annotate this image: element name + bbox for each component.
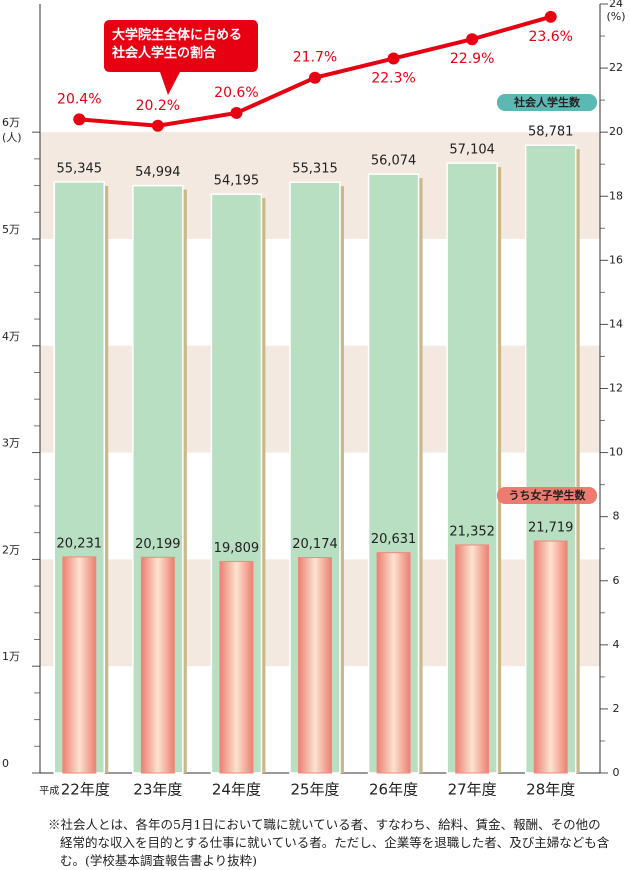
bar [62,556,97,774]
y-tick-label: 3万 [2,437,20,450]
bar [298,557,332,774]
value-label: 20,631 [371,532,417,547]
line-marker [151,119,164,132]
legend-tag [497,94,597,111]
x-tick-label: 22年度 [61,781,110,799]
y2-tick-label: 20 [609,125,623,138]
y2-tick-label: 14 [609,317,623,330]
x-era: 平成 [39,785,59,797]
x-tick-label: 26年度 [369,781,418,799]
value-label: 19,809 [214,541,260,556]
bar [533,540,568,774]
value-label: 20,231 [57,536,103,551]
x-tick-label: 27年度 [448,781,497,799]
value-label: 20.6% [214,85,258,101]
bar [140,556,175,774]
y2-tick-label: 18 [609,189,623,202]
legend-tag [497,487,597,504]
line-marker [466,33,479,46]
y2-tick-label: 22 [609,61,623,74]
bar [219,560,254,774]
y2-tick-label: 8 [613,510,620,523]
value-label: 20,174 [292,537,338,552]
y-tick-label: 5万 [2,223,20,236]
value-label: 21.7% [293,50,337,66]
y2-tick-label: 4 [613,638,620,651]
y2-tick-label: 6 [613,574,620,587]
value-label: 58,781 [528,125,574,140]
value-label: 54,994 [135,165,181,180]
y-tick-label: 2万 [2,543,20,556]
value-label: 22.3% [371,70,415,86]
value-label: 57,104 [449,143,495,158]
value-label: 54,195 [214,174,260,189]
x-tick-label: 28年度 [526,781,575,799]
footnote: ※社会人とは、各年の5月1日において職に就いている者、すなわち、給料、賃金、報酬… [48,817,610,868]
bar [376,552,411,774]
value-label: 20.2% [136,98,180,114]
x-tick-label: 24年度 [212,781,261,799]
x-tick-label: 23年度 [133,781,182,799]
chart: 01万2万3万4万5万6万(人)024681012141618202224(%)… [2,0,626,799]
y-tick-label: 1万 [2,650,20,663]
y-tick-label: 6万 [2,116,20,129]
y-unit: (人) [2,131,22,144]
line-marker [73,113,86,126]
value-label: 55,315 [292,162,338,177]
y2-unit: (%) [606,10,625,23]
value-label: 21,719 [528,521,574,536]
value-label: 20,199 [135,537,181,552]
callout-box [100,20,258,95]
bar [455,544,490,774]
y2-tick-label: 10 [609,446,623,459]
y2-tick-label: 12 [609,382,623,395]
y2-tick-label: 0 [613,766,620,779]
y-tick-label: 4万 [2,330,20,343]
line-marker [309,71,321,84]
x-tick-label: 25年度 [290,781,339,799]
value-label: 22.9% [450,51,494,67]
y2-tick-label: 2 [613,702,620,715]
line-marker [387,52,400,65]
legend-label: 社会人学生数 [513,95,581,109]
line-marker [230,106,243,119]
value-label: 20.4% [57,91,101,107]
y2-tick-label: 24 [609,0,623,10]
line-marker [544,10,557,23]
value-label: 21,352 [449,524,495,539]
value-label: 56,074 [371,154,417,169]
line-legend: 大学院生全体に占める社会人学生の割合 [112,28,243,61]
y2-tick-label: 16 [609,253,623,266]
value-label: 55,345 [57,161,103,176]
legend-label: うち女子学生数 [509,488,587,502]
value-label: 23.6% [528,29,572,45]
y-tick-label: 0 [2,757,9,770]
